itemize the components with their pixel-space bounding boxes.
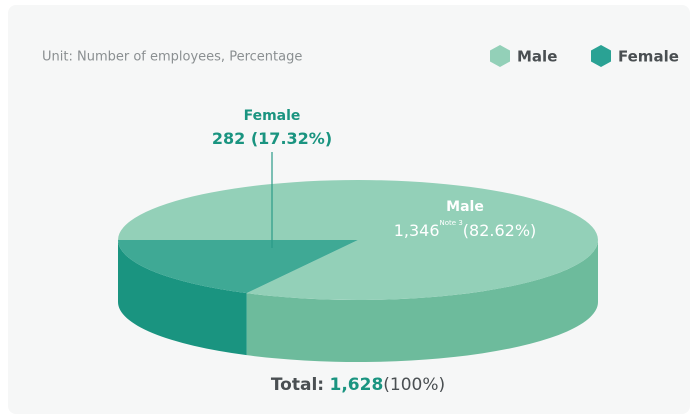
legend-swatch xyxy=(490,45,510,67)
slice-value: 1,346Note 3(82.62%) xyxy=(394,219,537,240)
unit-label: Unit: Number of employees, Percentage xyxy=(42,50,302,65)
note: Note 3 xyxy=(440,219,463,227)
value-label: 1,346 xyxy=(394,221,440,240)
percentage-label: (17.32%) xyxy=(251,129,332,148)
slice-name: Female xyxy=(244,108,301,124)
total: Total: 1,628(100%) xyxy=(271,375,445,395)
total-label: Total: xyxy=(271,375,324,395)
total-percentage: (100%) xyxy=(383,375,445,395)
slice xyxy=(118,240,358,294)
slice-side xyxy=(246,240,598,362)
legend-label: Male xyxy=(517,48,557,66)
pie xyxy=(118,180,598,362)
slice-name: Male xyxy=(446,199,484,215)
total-value: 1,628 xyxy=(330,375,384,395)
slice-side xyxy=(118,240,247,356)
value-label: 282 xyxy=(212,129,245,148)
legend-label: Female xyxy=(618,48,679,66)
slice-value: 282 (17.32%) xyxy=(212,129,332,148)
legend-swatch xyxy=(591,45,611,67)
percentage-label: (82.62%) xyxy=(463,221,537,240)
